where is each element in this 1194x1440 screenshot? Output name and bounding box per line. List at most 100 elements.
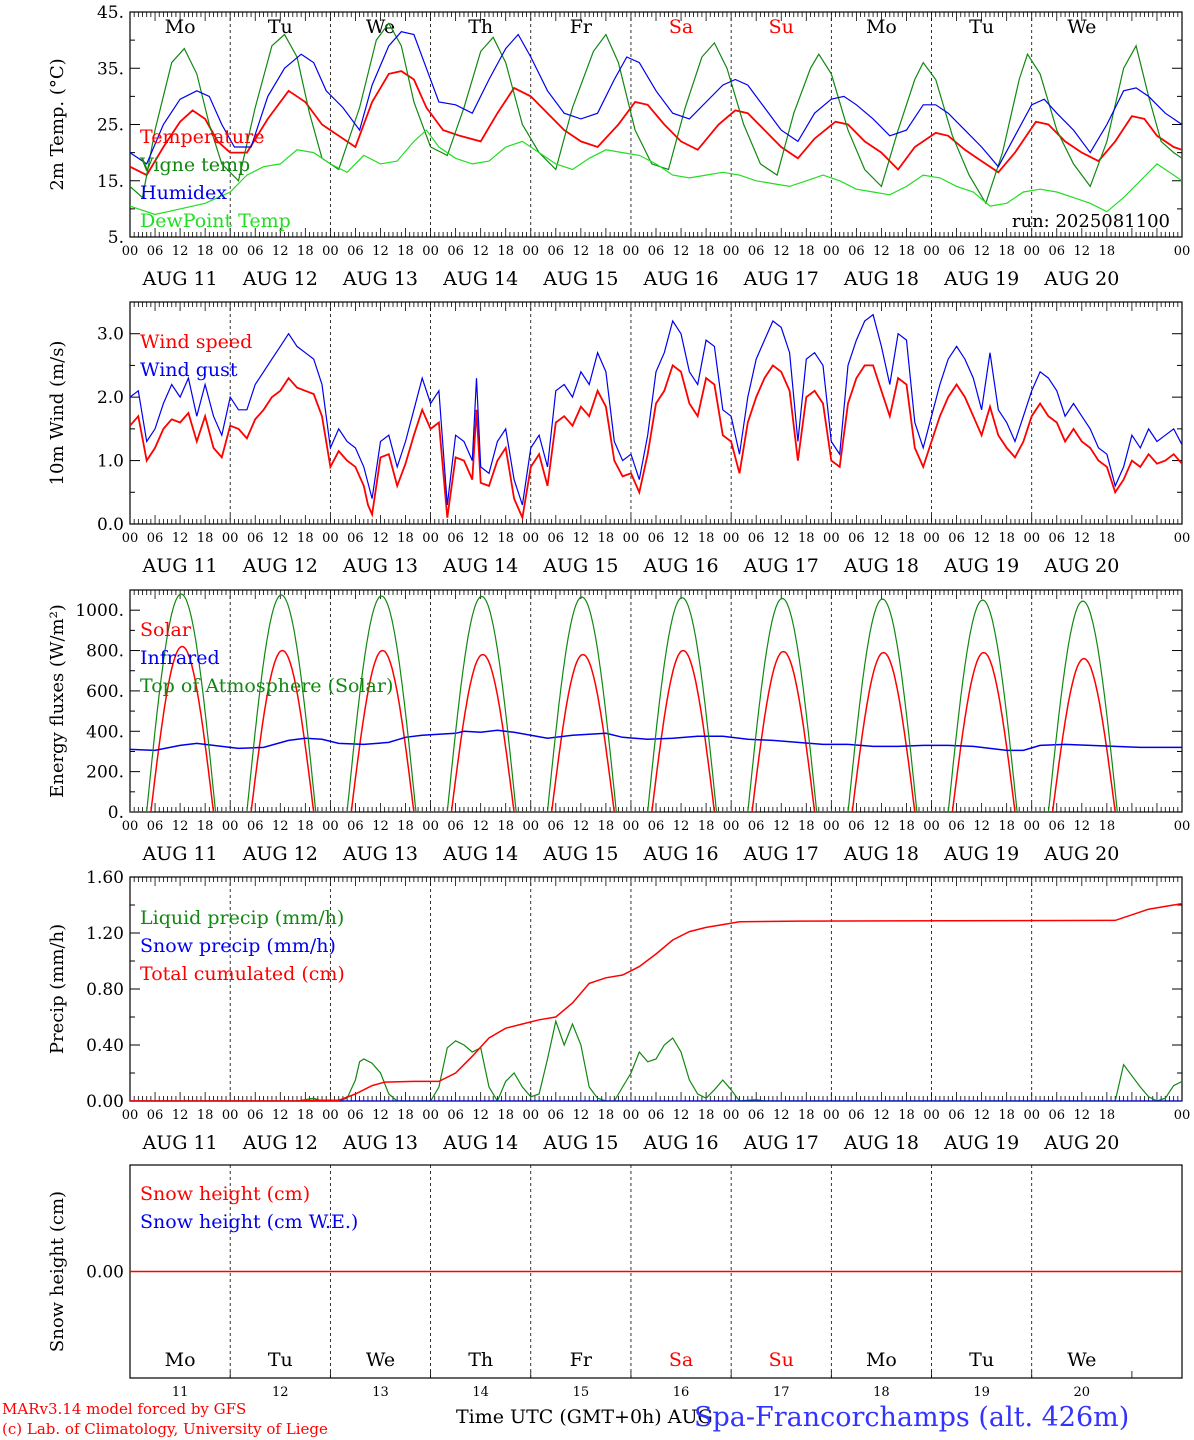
temp-weekday-label: Su — [769, 16, 794, 38]
temp-y-tick-label: 5. — [108, 228, 124, 248]
temp-weekday-label: We — [366, 16, 395, 38]
wind-legend-item: Wind speed — [140, 331, 252, 353]
wind-hour-label: 12 — [973, 531, 990, 546]
precip-hour-label: 12 — [973, 1108, 990, 1123]
wind-date-label: AUG 19 — [943, 555, 1019, 577]
temp-hour-label: 18 — [998, 244, 1015, 259]
temp-hour-label: 12 — [673, 244, 690, 259]
temp-hour-label: 00 — [422, 244, 439, 259]
wind-hour-label: 06 — [147, 531, 164, 546]
precip-y-tick-label: 1.60 — [86, 868, 124, 888]
snow-day-number: 16 — [673, 1385, 690, 1400]
wind-hour-label: 12 — [372, 531, 389, 546]
wind-hour-label: 06 — [648, 531, 665, 546]
snow-x-ticks — [129, 1371, 1133, 1378]
precip-hour-label: 06 — [748, 1108, 765, 1123]
precip-hour-label: 18 — [1099, 1108, 1116, 1123]
precip-hour-label: 06 — [147, 1108, 164, 1123]
temp-x-ticks — [129, 12, 1183, 237]
energy-hour-label: 18 — [998, 819, 1015, 834]
temp-y-tick-label: 35. — [97, 59, 124, 79]
precip-date-label: AUG 16 — [642, 1132, 718, 1154]
temp-hour-label: 12 — [973, 244, 990, 259]
energy-hour-label: 06 — [347, 819, 364, 834]
wind-y-tick-label: 2.0 — [97, 388, 124, 408]
temp-hour-label: 06 — [648, 244, 665, 259]
wind-hour-label: 18 — [1099, 531, 1116, 546]
snow-day-number: 20 — [1074, 1385, 1091, 1400]
temp-weekday-label: Fr — [570, 16, 593, 38]
temp-hour-label: 18 — [798, 244, 815, 259]
energy-hour-label: 00 — [623, 819, 640, 834]
energy-hour-label: 06 — [648, 819, 665, 834]
snow-weekday-label: We — [366, 1349, 395, 1371]
temp-weekday-label: We — [1067, 16, 1096, 38]
precip-hour-label: 00 — [623, 1108, 640, 1123]
wind-hour-label: 00 — [122, 531, 139, 546]
energy-hour-label: 12 — [673, 819, 690, 834]
precip-hour-label: 18 — [297, 1108, 314, 1123]
wind-date-label: AUG 17 — [743, 555, 819, 577]
precip-legend-item: Snow precip (mm/h) — [140, 935, 336, 957]
precip-date-label: AUG 20 — [1043, 1132, 1119, 1154]
temp-hour-label: 12 — [1074, 244, 1091, 259]
temp-date-label: AUG 15 — [542, 268, 618, 290]
temp-hour-label: 00 — [322, 244, 339, 259]
precip-hour-label: 00 — [222, 1108, 239, 1123]
temp-hour-label: 06 — [748, 244, 765, 259]
snow-day-number: 19 — [973, 1385, 990, 1400]
wind-hour-label: 12 — [873, 531, 890, 546]
temp-hour-label: 00 — [723, 244, 740, 259]
snow-weekday-label: Tu — [268, 1349, 293, 1371]
snow-legend-item: Snow height (cm) — [140, 1183, 310, 1205]
energy-hour-label: 12 — [272, 819, 289, 834]
energy-date-label: AUG 14 — [442, 843, 518, 865]
precip-hour-label: 06 — [1048, 1108, 1065, 1123]
precip-hour-label: 06 — [948, 1108, 965, 1123]
precip-date-label: AUG 11 — [142, 1132, 218, 1154]
energy-hour-label: 12 — [773, 819, 790, 834]
temp-date-label: AUG 11 — [142, 268, 218, 290]
precip-hour-label: 12 — [372, 1108, 389, 1123]
wind-series-1 — [130, 313, 1182, 506]
energy-hour-label: 00 — [723, 819, 740, 834]
wind-hour-label: 00 — [322, 531, 339, 546]
temp-legend-item: Vigne temp — [139, 154, 250, 176]
temp-legend-item: Temperature — [140, 126, 264, 148]
precip-hour-label: 18 — [998, 1108, 1015, 1123]
precip-hour-label: 18 — [397, 1108, 414, 1123]
wind-hour-label: 12 — [172, 531, 189, 546]
energy-hour-label: 12 — [1074, 819, 1091, 834]
temp-y-axis-label: 2m Temp. (°C) — [47, 58, 68, 190]
precip-hour-label: 18 — [598, 1108, 615, 1123]
snow-weekday-label: Su — [769, 1349, 794, 1371]
energy-hour-label: 00 — [322, 819, 339, 834]
precip-legend-item: Total cumulated (cm) — [140, 963, 345, 985]
energy-hour-label: 12 — [472, 819, 489, 834]
wind-hour-label: 06 — [347, 531, 364, 546]
precip-y-tick-label: 1.20 — [86, 924, 124, 944]
wind-hour-label: 00 — [222, 531, 239, 546]
wind-hour-label: 18 — [497, 531, 514, 546]
energy-y-tick-label: 400. — [86, 722, 124, 742]
wind-date-label: AUG 16 — [642, 555, 718, 577]
precip-hour-label: 12 — [172, 1108, 189, 1123]
wind-hour-label: 00 — [923, 531, 940, 546]
energy-hour-label: 18 — [297, 819, 314, 834]
precip-hour-label: 00 — [522, 1108, 539, 1123]
wind-date-label: AUG 20 — [1043, 555, 1119, 577]
wind-date-label: AUG 18 — [843, 555, 919, 577]
energy-hour-label: 00 — [823, 819, 840, 834]
precip-hour-label: 00 — [823, 1108, 840, 1123]
temp-hour-label: 00 — [522, 244, 539, 259]
precip-hour-label: 12 — [773, 1108, 790, 1123]
temp-series-2 — [130, 31, 1182, 168]
wind-hour-label: 18 — [998, 531, 1015, 546]
energy-hour-label: 18 — [698, 819, 715, 834]
energy-hour-label: 06 — [247, 819, 264, 834]
wind-hour-label: 06 — [848, 531, 865, 546]
precip-y-tick-label: 0.40 — [86, 1036, 124, 1056]
wind-hour-label: 12 — [773, 531, 790, 546]
precip-legend-item: Liquid precip (mm/h) — [140, 907, 344, 929]
temp-hour-label: 06 — [347, 244, 364, 259]
